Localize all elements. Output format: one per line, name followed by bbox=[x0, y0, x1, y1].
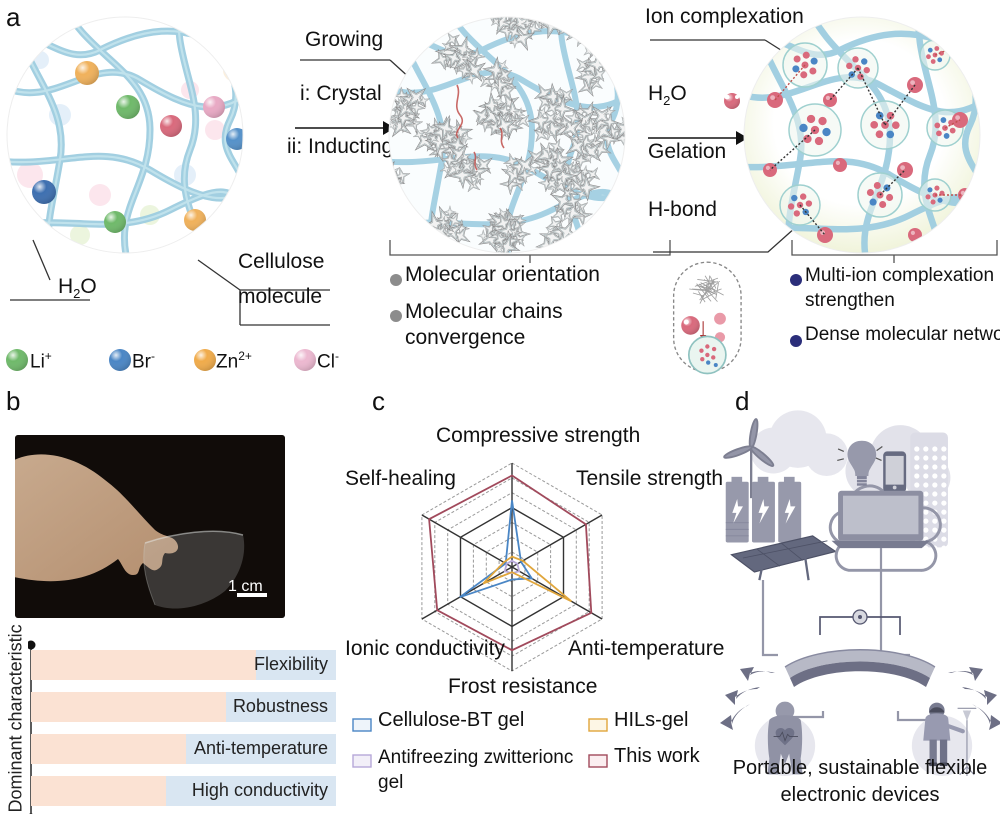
svg-text:Anti-temperature: Anti-temperature bbox=[194, 738, 328, 758]
svg-text:Flexibility: Flexibility bbox=[254, 654, 328, 674]
svg-text:Robustness: Robustness bbox=[233, 696, 328, 716]
svg-text:High conductivity: High conductivity bbox=[192, 780, 328, 800]
